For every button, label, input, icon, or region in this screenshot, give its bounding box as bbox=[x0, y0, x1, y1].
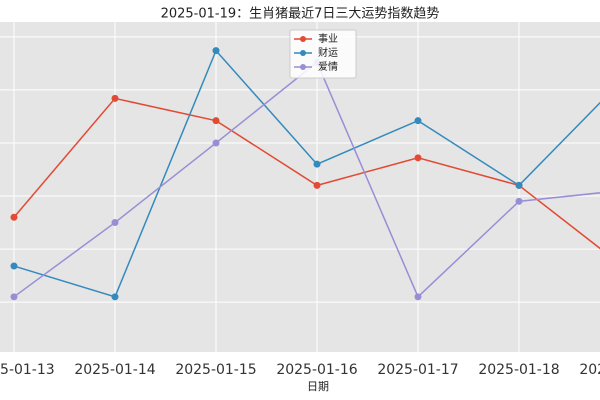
data-point bbox=[10, 213, 18, 221]
x-tick-label: 2025-01-19 bbox=[579, 362, 600, 378]
data-point bbox=[313, 181, 321, 189]
x-tick-label: 2025-01-13 bbox=[0, 362, 55, 378]
legend-label: 财运 bbox=[318, 46, 338, 59]
legend-label: 事业 bbox=[318, 32, 338, 45]
data-point bbox=[212, 117, 220, 125]
data-point bbox=[111, 293, 119, 301]
x-tick-label: 2025-01-16 bbox=[276, 362, 357, 378]
data-point bbox=[111, 219, 119, 227]
x-tick-label: 2025-01-15 bbox=[175, 362, 256, 378]
data-point bbox=[313, 160, 321, 168]
legend-box bbox=[289, 29, 357, 79]
data-point bbox=[515, 197, 523, 205]
chart-title: 2025-01-19：生肖猪最近7日三大运势指数趋势 bbox=[161, 6, 440, 22]
x-tick-label: 2025-01-14 bbox=[74, 362, 155, 378]
data-point bbox=[111, 94, 119, 102]
x-tick-label: 2025-01-18 bbox=[478, 362, 559, 378]
data-point bbox=[10, 262, 18, 270]
data-point bbox=[212, 139, 220, 147]
x-axis-label: 日期 bbox=[307, 380, 329, 393]
legend-label: 爱情 bbox=[318, 60, 338, 73]
data-point bbox=[515, 181, 523, 189]
legend-marker bbox=[300, 50, 306, 56]
legend-marker bbox=[300, 36, 306, 42]
x-tick-label: 2025-01-17 bbox=[377, 362, 458, 378]
data-point bbox=[414, 293, 422, 301]
data-point bbox=[10, 293, 18, 301]
data-point bbox=[414, 117, 422, 125]
legend-marker bbox=[300, 64, 306, 70]
data-point bbox=[212, 47, 220, 55]
data-point bbox=[414, 154, 422, 162]
